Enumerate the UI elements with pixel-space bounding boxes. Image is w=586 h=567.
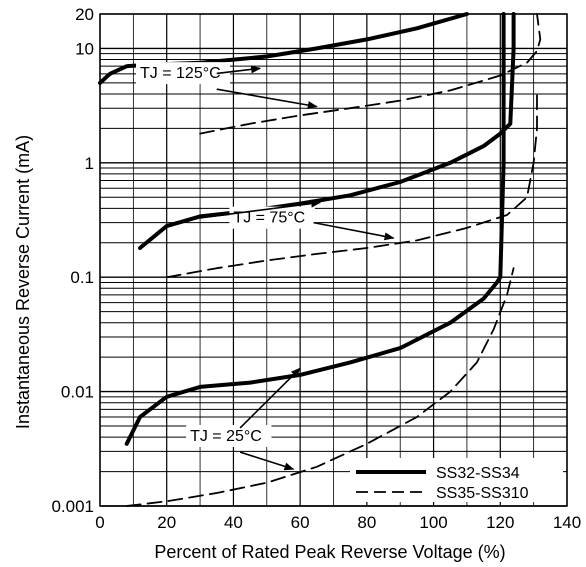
annotation-arrow	[239, 451, 295, 471]
annotation-arrow	[313, 221, 395, 241]
x-axis-label: Percent of Rated Peak Reverse Voltage (%…	[154, 542, 505, 562]
legend-entry-label: SS32-SS34	[436, 465, 520, 482]
x-tick-label: 60	[291, 513, 310, 532]
plot-frame	[99, 13, 568, 507]
y-tick-label: 0.01	[61, 383, 94, 402]
x-tick-label: 0	[95, 513, 104, 532]
y-tick-label: 10	[75, 39, 94, 58]
x-tick-label: 100	[419, 513, 447, 532]
axes: 0 20 40 60 80 100 120 140 0.001 0.01 0.1 1 10 20	[51, 5, 581, 532]
temperature-annotation: TJ = 75°C	[233, 210, 305, 227]
temperature-annotation: TJ = 125°C	[140, 65, 221, 82]
annotations: TJ = 125°C TJ = 75°C TJ = 25°C	[136, 62, 395, 471]
y-tick-label: 0.001	[51, 497, 94, 516]
series-line-ss35-ss310	[125, 267, 515, 507]
x-tick-label: 40	[224, 513, 243, 532]
legend: SS32-SS34 SS35-SS310	[350, 458, 563, 502]
y-tick-label: 20	[75, 5, 94, 24]
grid	[99, 13, 568, 507]
x-tick-label: 140	[553, 513, 581, 532]
series-line-ss32-ss34	[98, 12, 469, 85]
annotation-background	[186, 425, 272, 448]
legend-entry-label: SS35-SS310	[436, 485, 529, 502]
y-tick-label: 1	[85, 154, 94, 173]
annotation-background	[136, 62, 231, 85]
annotation-arrow	[199, 199, 322, 219]
legend-background	[350, 458, 563, 502]
y-tick-label: 0.1	[70, 268, 94, 287]
annotation-arrow	[216, 65, 262, 75]
annotation-arrow	[239, 367, 301, 429]
series-group	[98, 12, 542, 507]
x-tick-label: 80	[357, 513, 376, 532]
series-line-ss35-ss310	[199, 13, 542, 135]
x-tick-label: 120	[486, 513, 514, 532]
series-line-ss35-ss310	[165, 93, 538, 279]
x-tick-label: 20	[157, 513, 176, 532]
series-line-ss32-ss34	[124, 12, 506, 446]
series-line-ss32-ss34	[138, 12, 516, 250]
y-axis-label: Instantaneous Reverse Current (mA)	[13, 135, 33, 429]
annotation-arrow	[216, 88, 318, 110]
temperature-annotation: TJ = 25°C	[190, 428, 262, 445]
